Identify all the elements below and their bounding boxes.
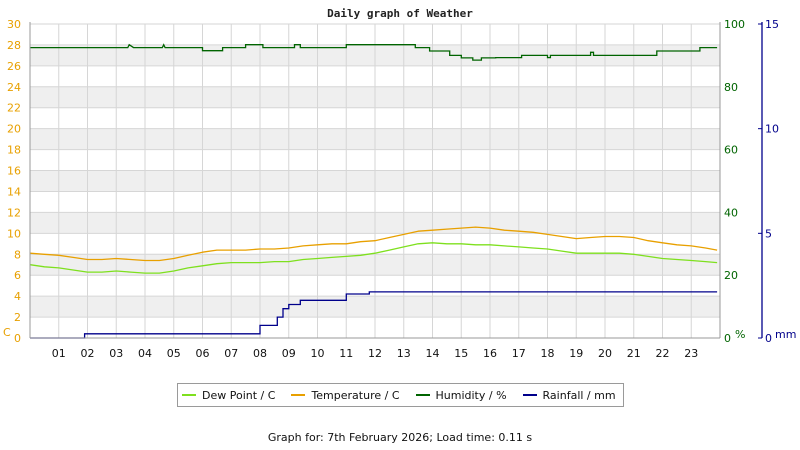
legend-item-temperature: Temperature / C xyxy=(291,388,400,402)
series-line-rainfall xyxy=(30,291,718,339)
legend: Dew Point / C Temperature / C Humidity /… xyxy=(177,383,624,407)
x-axis-tick-label: 01 xyxy=(52,347,66,360)
series-line-temperature xyxy=(29,226,718,262)
x-axis-tick-label: 12 xyxy=(368,347,382,360)
humidity-axis-tick-label: 40 xyxy=(724,206,738,219)
left-axis-tick-label: 28 xyxy=(7,39,21,52)
x-axis-tick-label: 22 xyxy=(656,347,670,360)
left-axis-tick-label: 30 xyxy=(7,18,21,31)
x-axis-tick-label: 19 xyxy=(569,347,583,360)
humidity-axis-tick-label: 100 xyxy=(724,18,745,31)
legend-label-temperature: Temperature / C xyxy=(311,388,400,402)
rain-axis-tick-label: 10 xyxy=(765,123,779,136)
gridlines xyxy=(30,23,720,339)
x-axis-tick-label: 10 xyxy=(311,347,325,360)
left-axis-label: C xyxy=(3,326,11,339)
left-axis-tick-label: 20 xyxy=(7,123,21,136)
x-axis-tick-label: 11 xyxy=(339,347,353,360)
legend-item-dewpoint: Dew Point / C xyxy=(182,389,275,402)
x-axis-tick-label: 20 xyxy=(598,347,612,360)
x-axis-tick-label: 13 xyxy=(397,347,411,360)
x-axis-tick-label: 17 xyxy=(512,347,526,360)
humidity-axis-tick-label: 0 xyxy=(724,332,731,345)
left-axis-tick-label: 16 xyxy=(7,165,21,178)
x-axis-tick-label: 16 xyxy=(483,347,497,360)
tick-labels: 0246810121416182022242628300204060801000… xyxy=(7,18,779,360)
rain-axis-tick-label: 5 xyxy=(765,227,772,240)
legend-label-rainfall: Rainfall / mm xyxy=(542,388,616,402)
axes xyxy=(29,22,763,339)
left-axis-tick-label: 14 xyxy=(7,185,21,198)
footer-text: Graph for: 7th February 2026; Load time:… xyxy=(267,431,533,444)
legend-swatch-rainfall xyxy=(522,394,537,396)
left-axis-tick-label: 24 xyxy=(7,81,21,94)
legend-label-humidity: Humidity / % xyxy=(435,388,507,402)
rain-axis-label: mm xyxy=(775,328,796,341)
x-axis-tick-label: 18 xyxy=(541,347,555,360)
x-axis-tick-label: 23 xyxy=(684,347,698,360)
x-axis-tick-label: 14 xyxy=(426,347,440,360)
chart-title: Daily graph of Weather xyxy=(327,7,473,20)
x-axis-tick-label: 06 xyxy=(196,347,210,360)
left-axis-tick-label: 18 xyxy=(7,144,21,157)
series-layer xyxy=(29,43,718,339)
x-axis-tick-label: 07 xyxy=(224,347,238,360)
x-axis-tick-label: 03 xyxy=(109,347,123,360)
x-axis-tick-label: 04 xyxy=(138,347,152,360)
left-axis-tick-label: 4 xyxy=(14,290,21,303)
rain-axis-tick-label: 0 xyxy=(765,332,772,345)
series-line-dew xyxy=(29,242,718,274)
left-axis-tick-label: 12 xyxy=(7,206,21,219)
legend-label-dewpoint: Dew Point / C xyxy=(202,388,276,402)
legend-swatch-humidity xyxy=(415,394,430,396)
x-axis-tick-label: 08 xyxy=(253,347,267,360)
legend-swatch-temperature xyxy=(291,394,306,396)
rain-axis-tick-label: 15 xyxy=(765,18,779,31)
legend-item-humidity: Humidity / % xyxy=(415,388,507,402)
left-axis-tick-label: 26 xyxy=(7,60,21,73)
x-axis-tick-label: 05 xyxy=(167,347,181,360)
legend-item-rainfall: Rainfall / mm xyxy=(522,388,616,402)
left-axis-tick-label: 8 xyxy=(14,248,21,261)
humidity-axis-tick-label: 60 xyxy=(724,144,738,157)
x-axis-tick-label: 09 xyxy=(282,347,296,360)
left-axis-tick-label: 6 xyxy=(14,269,21,282)
humidity-axis-tick-label: 20 xyxy=(724,269,738,282)
x-axis-tick-label: 15 xyxy=(454,347,468,360)
legend-swatch-dewpoint xyxy=(182,394,196,396)
x-axis-tick-label: 21 xyxy=(627,347,641,360)
humidity-axis-label: % xyxy=(735,328,745,341)
left-axis-tick-label: 2 xyxy=(14,311,21,324)
series-line-humidity xyxy=(30,43,718,61)
left-axis-tick-label: 22 xyxy=(7,102,21,115)
left-axis-tick-label: 0 xyxy=(14,332,21,345)
left-axis-tick-label: 10 xyxy=(7,227,21,240)
humidity-axis-tick-label: 80 xyxy=(724,81,738,94)
x-axis-tick-label: 02 xyxy=(81,347,95,360)
